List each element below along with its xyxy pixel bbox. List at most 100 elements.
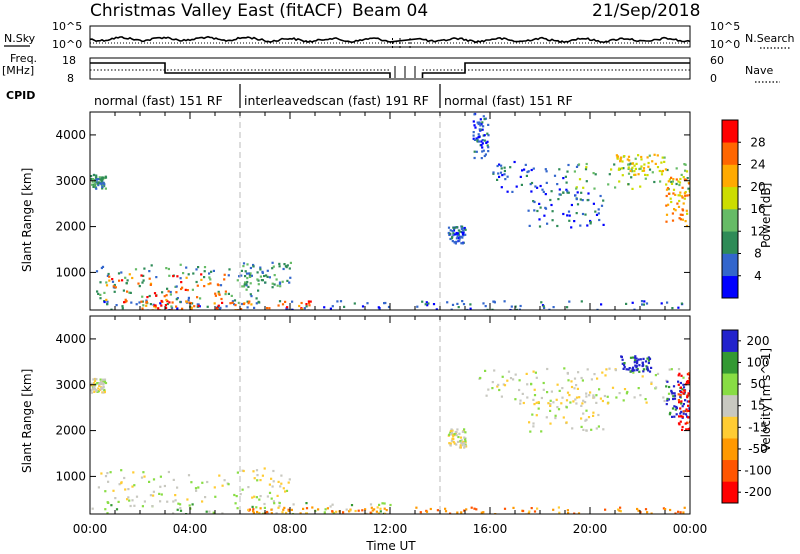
velocity-pixel — [684, 399, 687, 402]
velocity-pixel — [259, 479, 262, 482]
power-pixel — [574, 194, 577, 197]
x-tick-label: 04:00 — [173, 522, 208, 536]
velocity-pixel — [123, 476, 126, 480]
power-pixel — [472, 131, 475, 134]
power-pixel — [661, 156, 664, 159]
velocity-pixel — [323, 511, 326, 514]
power-pixel — [298, 304, 301, 308]
power-pixel — [683, 178, 686, 181]
velocity-pixel — [665, 385, 668, 388]
power-pixel — [96, 182, 99, 185]
power-pixel — [286, 306, 289, 309]
power-pixel — [629, 169, 632, 172]
power-pixel — [675, 167, 678, 170]
power-pixel — [622, 167, 625, 170]
velocity-pixel — [449, 431, 452, 434]
velocity-pixel — [491, 381, 494, 384]
velocity-pixel — [509, 377, 513, 380]
velocity-pixel — [595, 427, 598, 430]
velocity-colorbar-tick-label: -15 — [748, 420, 768, 434]
freq-tick-top: 18 — [62, 54, 76, 67]
velocity-pixel — [278, 505, 281, 508]
velocity-pixel — [679, 511, 682, 514]
power-pixel — [625, 302, 628, 305]
power-pixel — [640, 158, 643, 161]
power-pixel — [532, 167, 535, 170]
power-pixel — [182, 272, 185, 275]
power-pixel — [153, 304, 156, 307]
power-pixel — [250, 303, 253, 306]
power-pixel — [101, 187, 104, 190]
velocity-pixel — [213, 486, 216, 489]
velocity-colorbar-swatch — [722, 438, 738, 461]
velocity-pixel — [98, 381, 102, 384]
velocity-pixel — [639, 358, 642, 361]
power-pixel — [214, 292, 217, 295]
power-pixel — [510, 305, 513, 308]
velocity-pixel — [247, 486, 250, 489]
power-pixel — [640, 155, 643, 159]
power-pixel — [454, 226, 457, 229]
power-pixel — [163, 295, 166, 298]
power-pixel — [500, 186, 503, 189]
power-pixel — [462, 229, 465, 232]
power-pixel — [679, 213, 682, 216]
power-pixel — [472, 137, 475, 140]
power-pixel — [181, 286, 184, 289]
velocity-pixel — [674, 408, 677, 411]
velocity-pixel — [460, 511, 463, 514]
power-pixel — [515, 185, 518, 188]
velocity-pixel — [235, 495, 238, 498]
power-pixel — [482, 115, 485, 118]
power-pixel — [216, 308, 219, 310]
velocity-pixel — [634, 356, 637, 359]
power-pixel — [618, 180, 621, 183]
velocity-pixel — [670, 389, 673, 392]
velocity-pixel — [549, 422, 552, 425]
velocity-pixel — [501, 375, 504, 378]
velocity-pixel — [604, 374, 607, 377]
velocity-pixel — [272, 480, 275, 483]
power-pixel — [503, 173, 506, 176]
power-pixel — [575, 212, 578, 215]
velocity-pixel — [500, 395, 503, 398]
velocity-pixel — [681, 425, 684, 429]
power-pixel — [217, 290, 220, 293]
velocity-pixel — [463, 438, 467, 441]
power-pixel — [447, 226, 451, 229]
velocity-pixel — [176, 508, 179, 511]
power-pixel — [268, 276, 271, 279]
velocity-pixel — [195, 489, 198, 492]
velocity-pixel — [497, 383, 500, 386]
power-pixel — [598, 218, 601, 222]
velocity-pixel — [557, 506, 560, 509]
power-pixel — [240, 274, 243, 277]
velocity-pixel — [542, 388, 545, 391]
power-pixel — [580, 191, 583, 194]
velocity-pixel — [456, 511, 459, 514]
power-frame — [89, 111, 691, 311]
power-pixel — [140, 300, 143, 303]
velocity-pixel — [459, 446, 462, 449]
power-pixel — [245, 272, 249, 275]
velocity-pixel — [565, 399, 569, 402]
power-pixel — [212, 269, 215, 272]
power-pixel — [187, 296, 190, 299]
velocity-pixel — [206, 480, 209, 484]
power-pixel — [482, 125, 485, 128]
velocity-pixel — [648, 357, 652, 360]
power-colorbar-tick-label: 20 — [750, 180, 765, 194]
velocity-pixel — [598, 388, 601, 391]
power-pixel — [670, 180, 673, 184]
power-pixel — [546, 222, 549, 225]
power-pixel — [105, 284, 109, 287]
velocity-pixel — [90, 389, 93, 392]
power-pixel — [492, 172, 495, 175]
power-pixel — [679, 191, 682, 194]
velocity-pixel — [197, 486, 200, 489]
velocity-pixel — [285, 511, 288, 514]
velocity-pixel — [463, 436, 466, 439]
power-pixel — [666, 301, 669, 304]
freq-panel-frame — [89, 57, 691, 80]
velocity-pixel — [531, 413, 534, 416]
